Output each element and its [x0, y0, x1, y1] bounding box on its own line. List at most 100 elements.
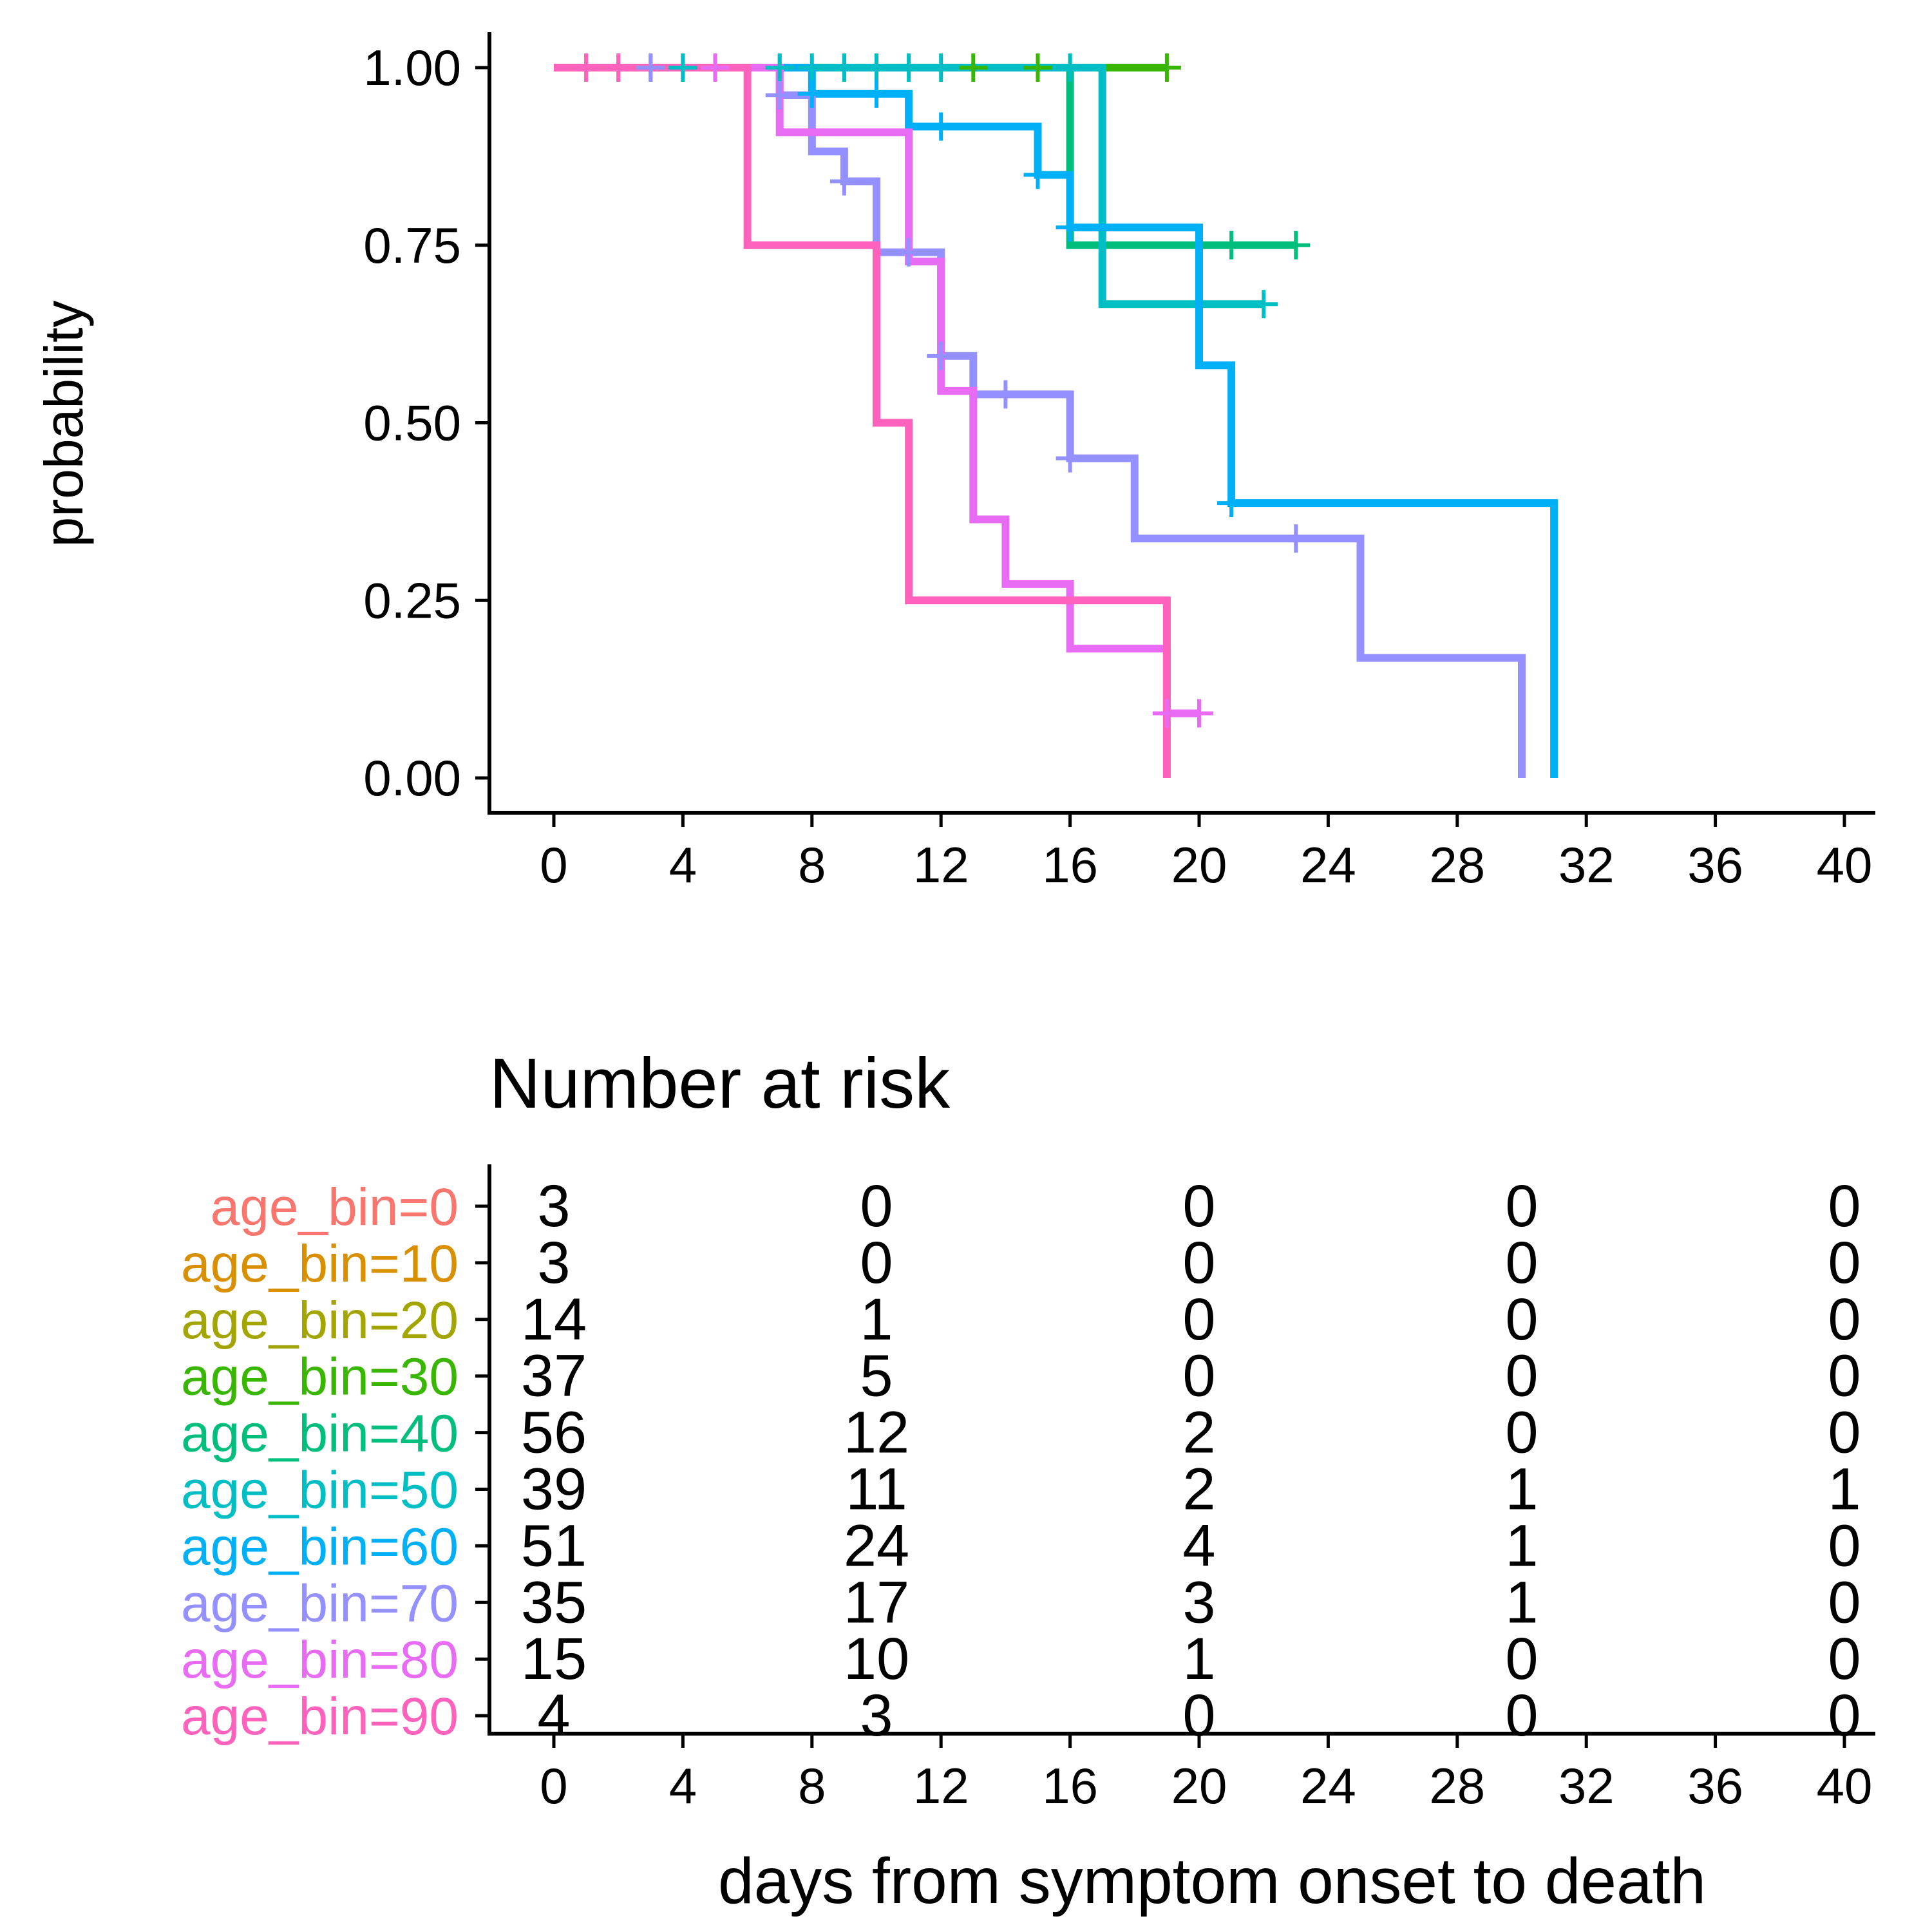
risk-cell: 24 — [844, 1513, 909, 1578]
censor-mark — [1249, 290, 1278, 319]
risk-cell: 56 — [521, 1400, 587, 1466]
risk-cell: 0 — [1828, 1626, 1861, 1692]
censor-mark — [1056, 444, 1084, 473]
risk-cell: 0 — [1828, 1287, 1861, 1352]
censor-mark — [1023, 53, 1052, 82]
risk-row-label: age_bin=0 — [211, 1178, 459, 1236]
risk-cell: 3 — [537, 1173, 570, 1239]
y-tick-label: 0.00 — [363, 750, 461, 806]
x-tick-label: 28 — [1429, 837, 1485, 893]
risk-row-label: age_bin=60 — [181, 1517, 459, 1576]
y-axis-ticks: 0.00 0.25 0.50 0.75 1.00 — [363, 39, 489, 806]
censor-mark — [797, 79, 826, 108]
risk-row-label: age_bin=80 — [181, 1631, 459, 1689]
risk-cell: 2 — [1182, 1400, 1215, 1466]
risk-cell: 0 — [1505, 1173, 1538, 1239]
censor-mark — [636, 53, 665, 82]
censor-mark — [1185, 699, 1213, 728]
censor-mark — [1152, 699, 1181, 728]
risk-cell: 0 — [1828, 1569, 1861, 1635]
y-tick-label: 0.25 — [363, 572, 461, 629]
risk-row-label: age_bin=20 — [181, 1291, 459, 1350]
risk-row-label: age_bin=10 — [181, 1235, 459, 1293]
risk-cell: 0 — [1505, 1626, 1538, 1692]
censor-mark — [959, 53, 988, 82]
survival-curve-age-bin-90 — [554, 64, 1171, 778]
risk-cell: 3 — [860, 1683, 893, 1748]
risk-row-label: age_bin=50 — [181, 1461, 459, 1520]
survival-curve-age-bin-50 — [554, 64, 1264, 308]
censor-mark — [895, 53, 923, 82]
x-tick-label: 32 — [1558, 837, 1615, 893]
risk-table-cells: 3 0 0 0 03 0 0 0 014 1 0 0 037 5 0 0 056 12 2 0 039 11 2 1 151 24… — [521, 1173, 1861, 1748]
risk-table: Number at risk age_bin=0age_bin=10age_bi… — [181, 1044, 1875, 1917]
risk-cell: 4 — [1182, 1513, 1215, 1578]
y-tick-label: 0.50 — [363, 395, 461, 451]
x-axis-ticks: 0 4 8 12 16 20 24 28 32 36 40 — [540, 813, 1872, 893]
risk-cell: 0 — [1828, 1343, 1861, 1409]
risk-row-label: age_bin=30 — [181, 1348, 459, 1406]
censor-mark — [1282, 524, 1311, 553]
censor-mark — [765, 53, 794, 82]
x-tick-label: 16 — [1042, 837, 1098, 893]
censor-mark — [1217, 489, 1246, 518]
x-tick-label: 36 — [1687, 1757, 1743, 1814]
y-tick-label: 0.75 — [363, 217, 461, 274]
risk-cell: 14 — [521, 1287, 587, 1352]
x-tick-label: 20 — [1171, 837, 1227, 893]
x-tick-label: 12 — [913, 1757, 969, 1814]
censor-mark — [1282, 231, 1311, 260]
censor-mark — [829, 167, 858, 196]
risk-cell: 5 — [860, 1343, 893, 1409]
censor-mark — [829, 53, 858, 82]
risk-table-title: Number at risk — [489, 1044, 951, 1123]
x-tick-label: 8 — [798, 837, 826, 893]
risk-cell: 10 — [844, 1626, 909, 1692]
censor-mark — [895, 238, 923, 267]
y-axis-label: probability — [33, 301, 94, 547]
risk-cell: 0 — [860, 1230, 893, 1296]
risk-cell: 3 — [537, 1230, 570, 1296]
survival-curve-age-bin-80 — [554, 64, 1199, 717]
x-tick-label: 28 — [1429, 1757, 1485, 1814]
risk-row-label: age_bin=70 — [181, 1574, 459, 1633]
risk-cell: 0 — [1182, 1173, 1215, 1239]
censor-mark — [862, 53, 891, 82]
x-tick-label: 0 — [540, 1757, 567, 1814]
x-tick-label: 8 — [798, 1757, 826, 1814]
x-tick-label: 4 — [669, 1757, 697, 1814]
censor-marks — [572, 53, 1311, 728]
x-tick-label: 12 — [913, 837, 969, 893]
risk-cell: 0 — [1505, 1230, 1538, 1296]
risk-cell: 0 — [1828, 1400, 1861, 1466]
x-tick-label: 40 — [1817, 1757, 1873, 1814]
risk-cell: 37 — [521, 1343, 587, 1409]
risk-cell: 17 — [844, 1569, 909, 1635]
risk-cell: 11 — [846, 1457, 907, 1522]
risk-table-x-axis-ticks: 0 4 8 12 16 20 24 28 32 36 40 — [540, 1734, 1872, 1814]
censor-mark — [927, 53, 956, 82]
x-tick-label: 36 — [1687, 837, 1743, 893]
x-tick-label: 20 — [1171, 1757, 1227, 1814]
censor-mark — [797, 53, 826, 82]
risk-cell: 0 — [1505, 1400, 1538, 1466]
censor-mark — [927, 341, 956, 370]
risk-cell: 1 — [1505, 1513, 1538, 1578]
censor-mark — [701, 53, 730, 82]
risk-cell: 12 — [844, 1400, 909, 1466]
survival-curve-age-bin-60 — [554, 64, 1558, 778]
risk-cell: 1 — [860, 1287, 893, 1352]
censor-mark — [991, 380, 1020, 409]
risk-cell: 51 — [521, 1513, 587, 1578]
y-tick-label: 1.00 — [363, 39, 461, 96]
risk-cell: 0 — [1505, 1287, 1538, 1352]
risk-cell: 1 — [1182, 1626, 1215, 1692]
risk-cell: 0 — [1182, 1343, 1215, 1409]
risk-cell: 0 — [1828, 1173, 1861, 1239]
censor-mark — [1217, 231, 1246, 260]
censor-mark — [1023, 160, 1052, 189]
censor-mark — [927, 112, 956, 141]
risk-cell: 3 — [1182, 1569, 1215, 1635]
x-tick-label: 16 — [1042, 1757, 1098, 1814]
